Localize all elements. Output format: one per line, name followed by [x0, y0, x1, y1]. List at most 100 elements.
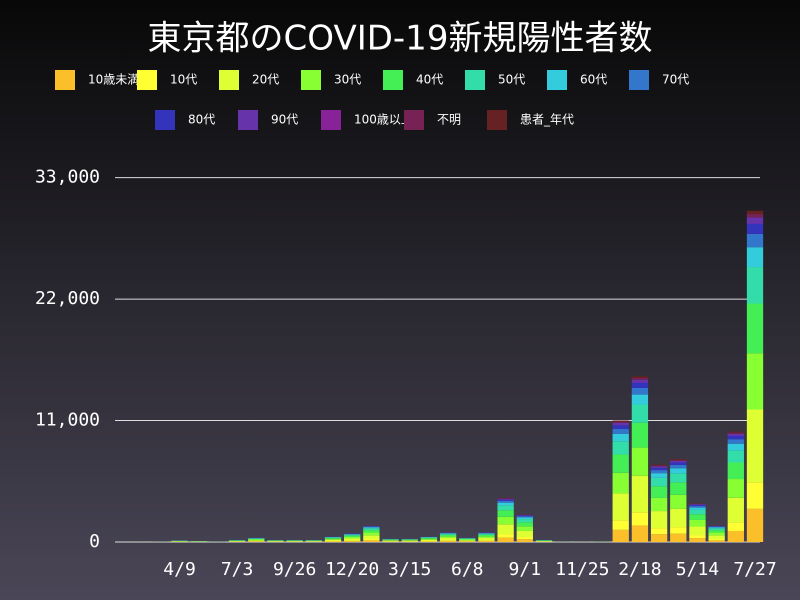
bar-segment: [670, 482, 687, 495]
bar-segment: [382, 540, 399, 541]
x-tick-label: 4/9: [163, 559, 196, 580]
bar-segment: [612, 421, 629, 423]
legend-label: 50代: [498, 73, 525, 87]
bar-segment: [727, 435, 744, 440]
legend-label: 60代: [580, 73, 607, 87]
bar-segment: [689, 535, 706, 539]
legend-label: 70代: [662, 73, 689, 87]
bar-segment: [497, 516, 514, 525]
bar-segment: [708, 530, 725, 533]
legend-label: 80代: [188, 113, 215, 127]
bar-segment: [670, 508, 687, 528]
bar-segment: [344, 534, 361, 536]
bar-segment: [727, 450, 744, 463]
bar-segment: [650, 464, 668, 466]
bar-segment: [631, 475, 649, 513]
x-tick-label: 9/1: [509, 559, 542, 580]
bar-segment: [746, 508, 764, 542]
bar-segment: [727, 522, 744, 531]
bar-segment: [516, 530, 533, 538]
bar-segment: [401, 540, 418, 542]
bar-segment: [497, 537, 514, 542]
legend-label: 10歳未満: [88, 73, 139, 87]
bar-segment: [631, 422, 649, 448]
legend-swatch: [465, 70, 485, 90]
bar-segment: [631, 525, 649, 542]
x-tick-label: 9/26: [273, 559, 316, 580]
bar-segment: [344, 540, 361, 542]
bar-segment: [708, 527, 725, 529]
y-tick-label: 33,000: [35, 167, 100, 188]
bar-segment: [459, 539, 476, 541]
bar-segment: [248, 540, 265, 542]
bar-segment: [708, 539, 725, 541]
legend-swatch: [321, 110, 341, 130]
bar-segment: [401, 540, 418, 541]
bar-segment: [746, 217, 764, 224]
bar-segment: [746, 303, 764, 354]
bar-segment: [689, 526, 706, 536]
bar-segment: [344, 536, 361, 539]
bar-segment: [689, 507, 706, 510]
bar-segment: [439, 536, 457, 539]
bar-segment: [631, 404, 649, 423]
bar-segment: [324, 537, 342, 539]
bar-segment: [670, 473, 687, 483]
bar-segment: [631, 394, 649, 405]
bar-segment: [650, 511, 668, 529]
bar-segment: [363, 535, 380, 540]
bar-segment: [612, 425, 629, 430]
bar-segment: [670, 459, 687, 461]
bar-segment: [746, 247, 764, 268]
bar-segment: [650, 467, 668, 471]
bar-segment: [612, 420, 629, 422]
bar-segment: [727, 497, 744, 523]
bar-segment: [650, 473, 668, 478]
bar-segment: [650, 466, 668, 468]
bar-segment: [324, 541, 342, 542]
bar-segment: [420, 538, 438, 540]
bar-segment: [516, 526, 533, 531]
bar-segment: [631, 447, 649, 476]
bar-segment: [650, 528, 668, 535]
bar-segment: [631, 512, 649, 526]
bar-segment: [478, 540, 495, 542]
bar-segment: [727, 479, 744, 498]
bar-segment: [363, 526, 380, 528]
legend-swatch: [55, 70, 75, 90]
legend-label: 20代: [252, 73, 279, 87]
bar-segment: [363, 528, 380, 531]
bar-segment: [497, 498, 514, 500]
bar-segment: [344, 535, 361, 537]
bar-segment: [516, 515, 533, 517]
legend-swatch: [629, 70, 649, 90]
x-tick-label: 2/18: [618, 559, 661, 580]
bar-segment: [497, 499, 514, 501]
bar-segment: [382, 540, 399, 542]
bar-segment: [324, 538, 342, 539]
legend-swatch: [383, 70, 403, 90]
bar-segment: [746, 482, 764, 509]
bar-segment: [708, 528, 725, 531]
x-tick-label: 3/15: [388, 559, 431, 580]
legend-label: 患者_年代: [520, 113, 574, 127]
bar-segment: [727, 431, 744, 433]
bar-segment: [670, 460, 687, 461]
bar-segment: [248, 539, 265, 541]
bar-segment: [631, 378, 649, 380]
bar-segment: [363, 530, 380, 533]
x-tick-label: 7/3: [221, 559, 254, 580]
bar-segment: [478, 541, 495, 542]
x-tick-label: 5/14: [676, 559, 719, 580]
bar-segment: [478, 533, 495, 535]
bar-segment: [746, 210, 764, 215]
legend-swatch: [238, 110, 258, 130]
bar-segment: [420, 539, 438, 542]
bar-segment: [363, 532, 380, 536]
bar-segment: [708, 540, 725, 542]
x-tick-label: 11/25: [555, 559, 609, 580]
bar-segment: [612, 520, 629, 530]
bar-segment: [670, 494, 687, 509]
legend-swatch: [219, 70, 239, 90]
